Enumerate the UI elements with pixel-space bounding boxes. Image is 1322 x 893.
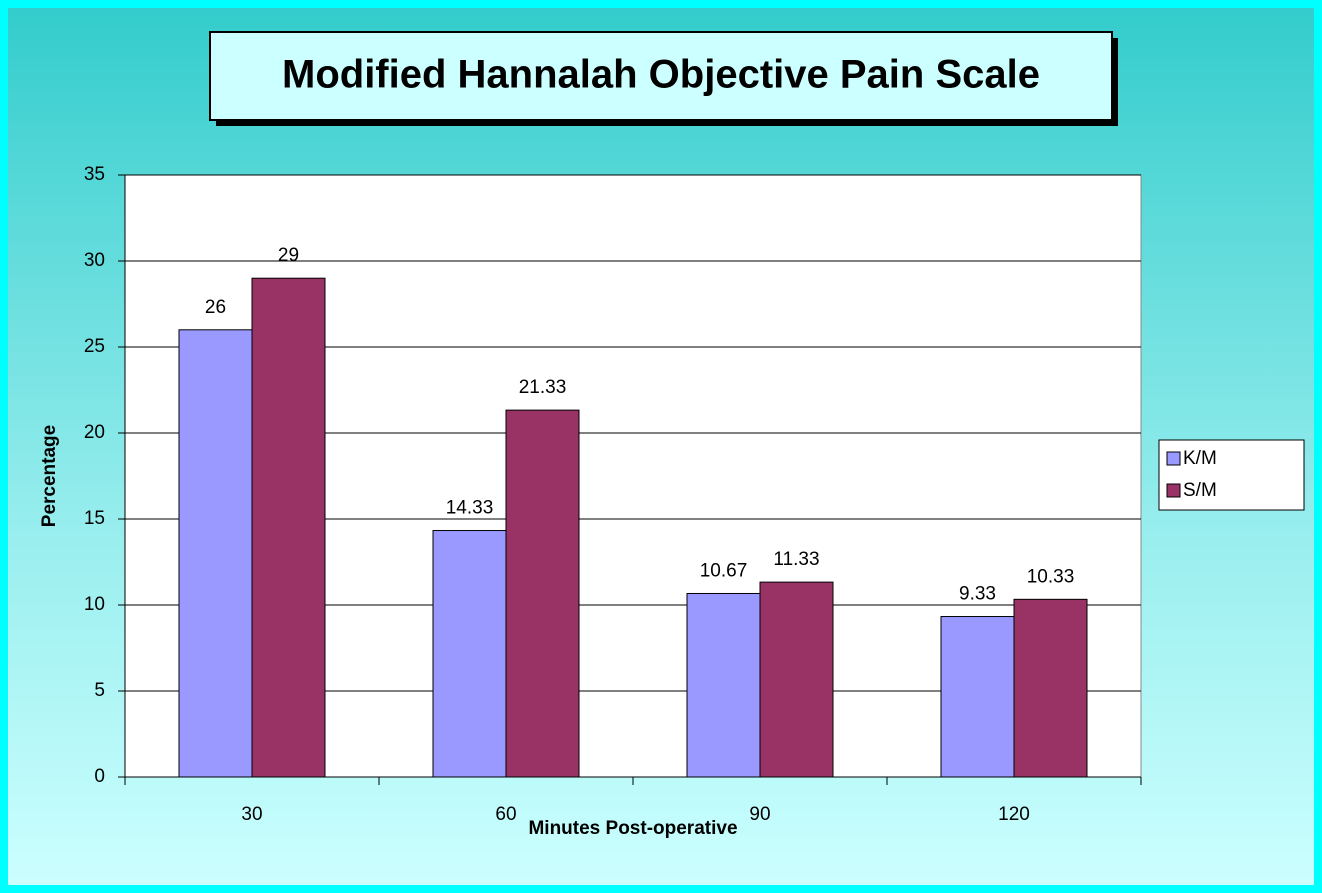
bar (505, 409, 580, 778)
data-label: 29 (278, 245, 299, 266)
bar (940, 616, 1015, 778)
data-label: 10.67 (700, 560, 748, 581)
data-label: 10.33 (1027, 566, 1075, 587)
bar (759, 581, 834, 778)
data-label: 26 (205, 297, 226, 318)
data-label: 14.33 (446, 498, 494, 519)
x-axis-label: Minutes Post-operative (528, 818, 737, 839)
y-tick-label: 35 (84, 164, 105, 185)
bar (178, 329, 253, 778)
legend-label: S/M (1183, 480, 1217, 501)
y-tick-label: 10 (84, 594, 105, 615)
y-axis-label: Percentage (39, 425, 60, 527)
legend-swatch (1166, 483, 1181, 498)
x-tick-label: 120 (998, 804, 1030, 825)
y-tick-label: 30 (84, 250, 105, 271)
y-tick-label: 20 (84, 422, 105, 443)
bar (686, 592, 761, 778)
x-tick-label: 90 (749, 804, 770, 825)
legend-swatch (1166, 451, 1181, 466)
data-label: 11.33 (773, 549, 819, 570)
y-tick-label: 5 (94, 680, 105, 701)
x-tick-label: 60 (495, 804, 516, 825)
legend-label: K/M (1183, 448, 1217, 469)
data-label: 21.33 (519, 377, 567, 398)
y-tick-label: 25 (84, 336, 105, 357)
title-box (209, 31, 1113, 121)
bar (251, 277, 326, 778)
chart-title: Modified Hannalah Objective Pain Scale (282, 53, 1040, 97)
y-tick-label: 15 (84, 508, 105, 529)
bar (432, 530, 507, 778)
legend-box (1158, 439, 1305, 511)
data-label: 9.33 (959, 584, 996, 605)
y-tick-label: 0 (94, 766, 105, 787)
x-tick-label: 30 (241, 804, 262, 825)
bar (1013, 598, 1088, 778)
